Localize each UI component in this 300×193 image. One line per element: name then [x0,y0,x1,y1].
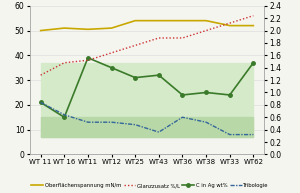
Legend: Oberflächenspannung mN/m, Glanzzusatz %/L, C in Ag wt%, Tribologie: Oberflächenspannung mN/m, Glanzzusatz %/… [29,181,271,190]
